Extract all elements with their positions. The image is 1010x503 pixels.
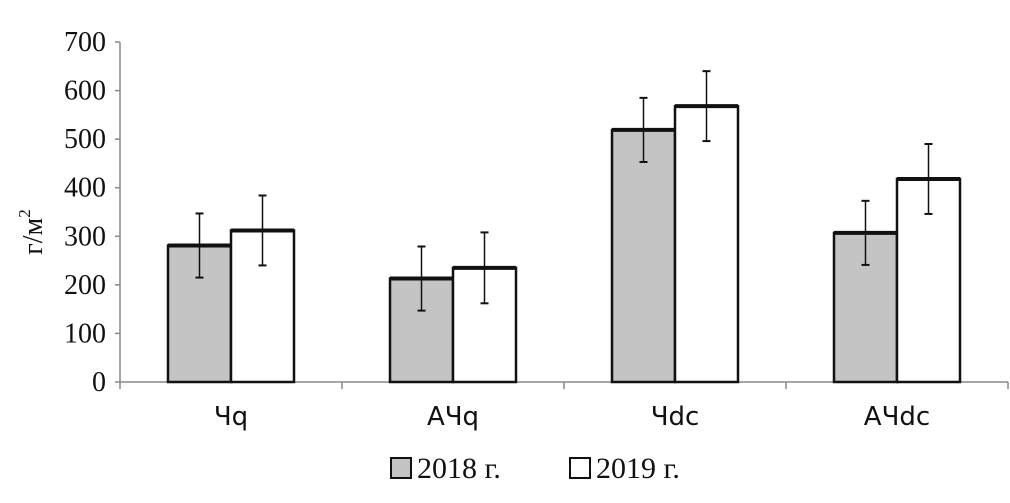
y-tick-label: 200 — [64, 270, 106, 301]
y-tick-label: 500 — [64, 124, 106, 155]
legend-label: 2018 г. — [417, 452, 501, 485]
legend-swatch — [569, 457, 591, 479]
x-tick-label: АЧdc — [864, 402, 930, 432]
y-tick-label: 0 — [92, 367, 106, 398]
bar — [610, 128, 677, 384]
y-tick-label: 700 — [64, 27, 106, 58]
y-tick-label: 600 — [64, 76, 106, 107]
y-tick-label: 100 — [64, 318, 106, 349]
bars — [166, 70, 962, 384]
x-tick-label: Чdc — [651, 402, 700, 432]
x-tick-label: Чq — [214, 402, 248, 432]
legend: 2018 г. 2019 г. — [390, 452, 680, 485]
y-tick-label: 400 — [64, 173, 106, 204]
bar — [673, 104, 740, 384]
x-tick-label: АЧq — [427, 402, 479, 432]
y-axis: 0 100 200 300 400 500 600 700 — [64, 27, 121, 398]
y-axis-label: г/м2 — [15, 209, 49, 254]
legend-swatch — [390, 457, 412, 479]
y-tick-label: 300 — [64, 221, 106, 252]
x-axis: Чq АЧq Чdc АЧdc — [119, 381, 1009, 432]
legend-label: 2019 г. — [596, 452, 680, 485]
